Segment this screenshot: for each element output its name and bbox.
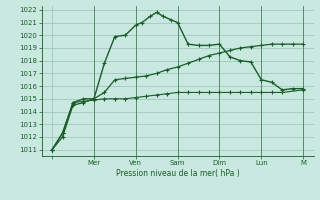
X-axis label: Pression niveau de la mer( hPa ): Pression niveau de la mer( hPa ) — [116, 169, 239, 178]
